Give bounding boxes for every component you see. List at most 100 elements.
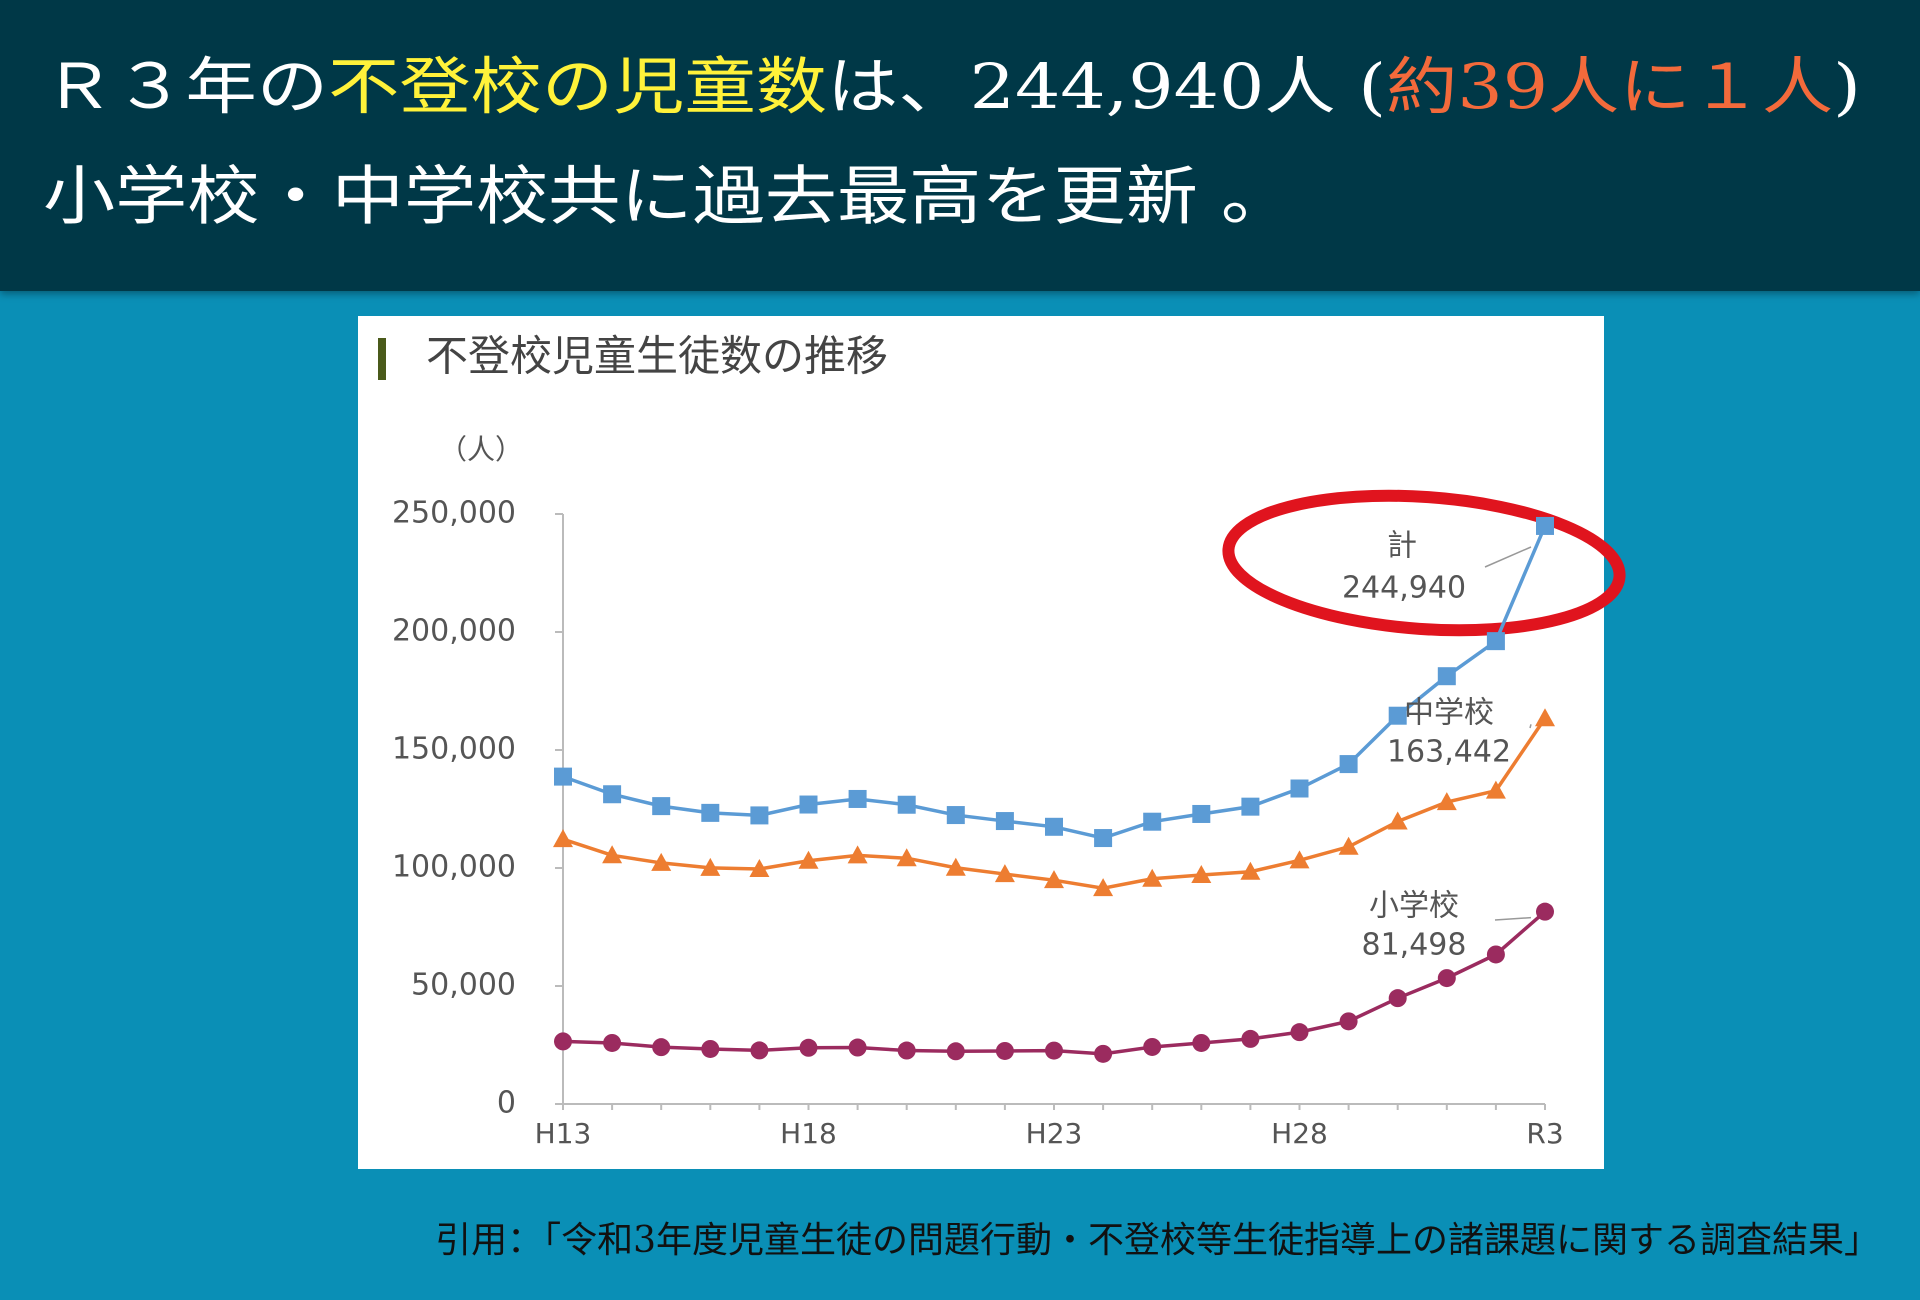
y-tick-label: 250,000: [392, 496, 516, 531]
marker: [750, 1041, 769, 1060]
marker: [652, 797, 671, 816]
headline-segment: は、244,940人 (: [827, 50, 1386, 123]
marker: [1437, 667, 1456, 686]
marker: [1338, 836, 1359, 855]
chart-title: 不登校児童生徒数の推移: [426, 332, 888, 381]
marker: [1240, 861, 1261, 880]
marker: [995, 812, 1014, 831]
title-bar: [378, 338, 386, 380]
marker: [1094, 829, 1113, 848]
marker: [1142, 868, 1163, 887]
marker: [1536, 902, 1554, 921]
headline-segment: 不登校の児童数: [328, 50, 827, 123]
headline: Ｒ３年の 不登校の児童数 は、244,940人 (約39人に１人): [43, 50, 1861, 123]
marker: [799, 795, 818, 814]
x-tick-label: R3: [1526, 1117, 1563, 1150]
marker: [1388, 989, 1407, 1008]
marker: [1191, 865, 1212, 884]
marker: [554, 1032, 572, 1051]
marker: [1339, 755, 1358, 774]
marker: [700, 857, 721, 876]
marker: [1436, 792, 1457, 811]
marker: [848, 1038, 867, 1057]
marker: [1241, 797, 1260, 816]
marker: [1044, 870, 1064, 889]
marker: [1093, 878, 1114, 897]
marker: [847, 845, 868, 864]
marker: [798, 850, 819, 869]
marker: [1289, 850, 1310, 869]
annotation-label: 中学校: [1404, 696, 1494, 731]
marker: [603, 785, 622, 804]
y-tick-label: 100,000: [392, 850, 516, 885]
marker: [896, 848, 917, 867]
marker: [1192, 804, 1211, 823]
marker: [1045, 1041, 1063, 1060]
y-tick-label: 50,000: [411, 968, 516, 1003]
marker: [749, 858, 770, 877]
headline-segment: 約39人に１人: [1386, 50, 1833, 123]
marker: [701, 1039, 720, 1058]
marker: [1241, 1029, 1260, 1048]
y-tick-label: 0: [497, 1086, 516, 1121]
marker: [995, 1041, 1014, 1060]
marker: [1094, 1044, 1113, 1063]
annotation-value: 81,498: [1362, 928, 1467, 963]
marker: [946, 806, 965, 825]
annotation-label: 小学校: [1369, 889, 1459, 924]
x-tick-label: H23: [1026, 1117, 1083, 1150]
marker: [651, 852, 672, 871]
marker: [1536, 516, 1554, 535]
marker: [1387, 811, 1408, 830]
marker: [848, 789, 867, 808]
chart-panel: [358, 316, 1604, 1169]
marker: [1045, 817, 1063, 836]
subheadline: 小学校・中学校共に過去最高を更新 。: [43, 161, 1293, 235]
marker: [1143, 1037, 1162, 1056]
annotation-leader: [1494, 916, 1532, 921]
marker: [1437, 969, 1456, 988]
marker: [1485, 780, 1506, 799]
marker: [897, 1041, 916, 1060]
citation: 引用：「令和3年度児童生徒の問題行動・不登校等生徒指導上の諸課題に関する調査結果…: [435, 1220, 1880, 1261]
x-tick-label: H13: [535, 1117, 592, 1150]
marker: [1486, 945, 1505, 964]
annotation-value: 244,940: [1342, 571, 1466, 606]
marker: [946, 1042, 965, 1061]
header-band: [0, 0, 1920, 291]
marker: [701, 803, 720, 822]
marker: [1535, 708, 1555, 727]
annotation-leader: [1529, 724, 1532, 729]
x-tick-label: H28: [1271, 1117, 1328, 1150]
marker: [1192, 1033, 1211, 1052]
marker: [897, 795, 916, 814]
annotation-leader: [1484, 546, 1532, 568]
y-axis-label: （人）: [439, 433, 523, 466]
headline-segment: Ｒ３年の: [43, 50, 328, 123]
marker: [799, 1038, 818, 1057]
marker: [1290, 1023, 1309, 1042]
y-tick-label: 200,000: [392, 614, 516, 649]
y-tick-label: 150,000: [392, 732, 516, 767]
marker: [994, 864, 1015, 883]
marker: [602, 845, 623, 864]
x-tick-label: H18: [780, 1117, 837, 1150]
marker: [553, 829, 573, 848]
headline-segment: ): [1833, 50, 1861, 123]
marker: [1388, 706, 1407, 725]
annotation-value: 163,442: [1387, 735, 1511, 770]
marker: [945, 857, 966, 876]
marker: [1486, 632, 1505, 651]
plot: 0 50,000 100,000 150,000 200,000 250,000 H13 H1…: [392, 496, 1564, 1151]
highlight-circle: [1222, 489, 1626, 637]
annotation-label: 計: [1387, 529, 1417, 564]
marker: [1290, 779, 1309, 798]
marker: [1143, 812, 1162, 831]
marker: [750, 806, 769, 825]
marker: [652, 1038, 671, 1057]
marker: [554, 767, 572, 786]
marker: [1339, 1012, 1358, 1031]
marker: [603, 1033, 622, 1052]
